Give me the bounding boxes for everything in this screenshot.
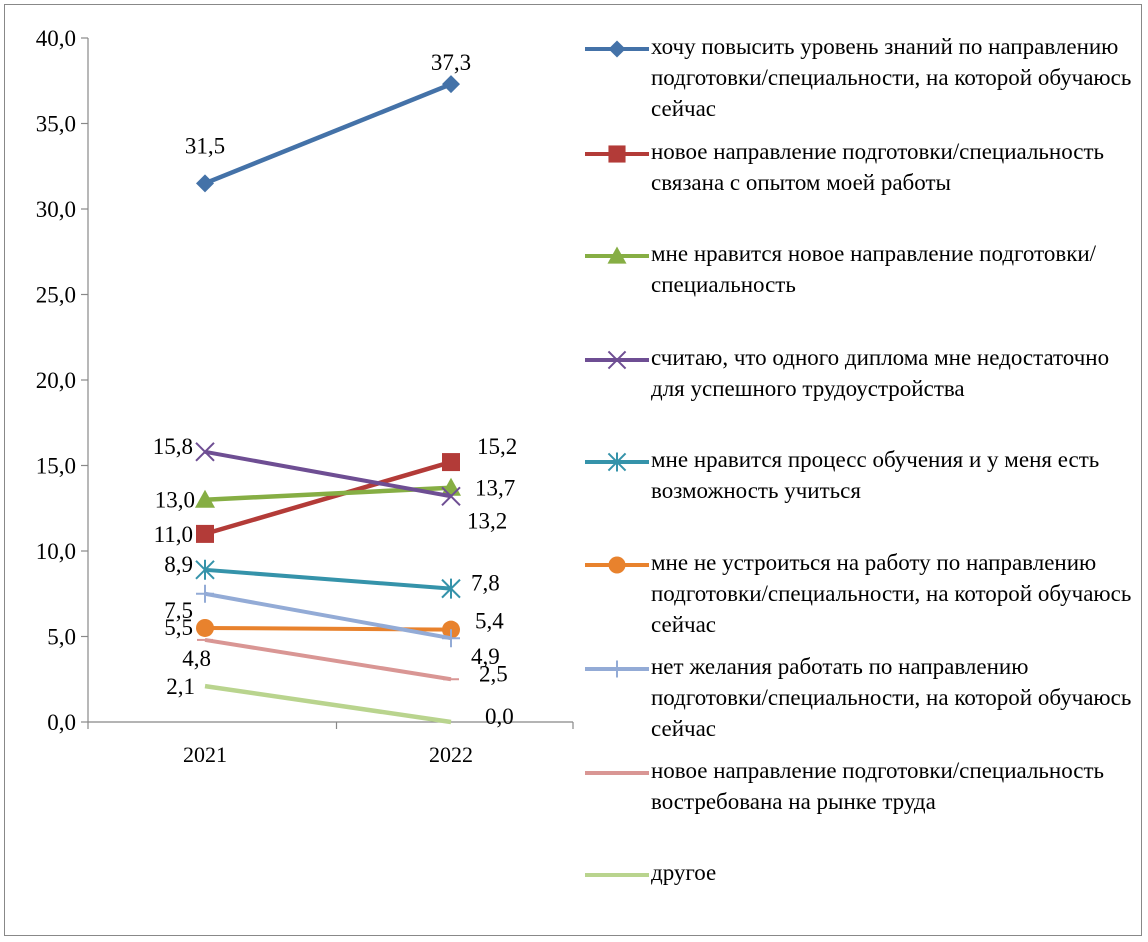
data-label: 15,8: [153, 434, 193, 459]
point-marker: [442, 75, 460, 94]
series-group: 15,8 13,2: [153, 434, 508, 533]
point-marker: [195, 489, 215, 508]
legend-marker-x-icon: [585, 350, 649, 370]
point-marker: [441, 486, 461, 506]
data-label: 7,8: [471, 571, 500, 596]
data-label: 4,9: [471, 644, 500, 669]
y-tick-label: 10,0: [36, 539, 76, 564]
data-label: 13,0: [155, 488, 195, 513]
data-label: 31,5: [185, 133, 225, 158]
legend-marker-triangle-icon: [585, 246, 649, 264]
data-label: 2,1: [166, 674, 195, 699]
legend-label: считаю, что одного диплома мне недостато…: [651, 345, 1110, 401]
y-tick-label: 40,0: [36, 26, 76, 51]
series-line: [204, 637, 452, 682]
y-tick-label: 35,0: [36, 112, 76, 137]
legend-item-like-new-field: мне нравится новое направление подготовк…: [583, 241, 1141, 300]
series-line: [204, 82, 452, 186]
data-label: 13,7: [475, 476, 515, 501]
legend-item-other: другое: [583, 860, 1141, 888]
legend-item-one-diploma: считаю, что одного диплома мне недостато…: [583, 345, 1141, 404]
legend-label: нет желания работать по направлению подг…: [651, 654, 1132, 741]
point-marker: [608, 660, 626, 678]
y-tick-label: 5,0: [47, 625, 76, 650]
point-marker: [607, 452, 627, 472]
legend-label: мне нравится новое направление подготовк…: [651, 241, 1097, 297]
y-tick-label: 15,0: [36, 454, 76, 479]
series-line: [204, 625, 452, 632]
series-line: [204, 683, 452, 725]
data-label: 15,2: [477, 434, 517, 459]
series-group: 13,0 13,7: [155, 476, 516, 513]
data-label: 5,4: [475, 609, 504, 634]
legend-marker-dash-icon: [585, 771, 649, 775]
point-marker: [196, 524, 214, 543]
legend-item-in-demand: новое направление подготовки/специальнос…: [583, 758, 1141, 817]
series-line: [204, 591, 452, 641]
point-marker: [608, 145, 626, 163]
data-label: 8,9: [164, 552, 193, 577]
y-tick-label: 0,0: [47, 710, 76, 735]
legend-marker-asterisk-icon: [585, 452, 649, 472]
data-label: 13,2: [467, 508, 507, 533]
point-marker: [608, 556, 626, 574]
legend-item-like-learning: мне нравится процесс обучения и у меня е…: [583, 447, 1141, 506]
legend-label: другое: [651, 860, 717, 885]
point-marker: [195, 559, 215, 580]
legend-item-cannot-get-job: мне не устроиться на работу по направлен…: [583, 550, 1141, 640]
series-group: 8,9 7,8: [164, 552, 500, 599]
legend-marker-plus-icon: [585, 660, 649, 678]
point-marker: [607, 350, 627, 370]
legend-marker-diamond-icon: [585, 40, 649, 58]
legend-label: новое направление подготовки/специальнос…: [651, 758, 1105, 814]
y-tick-label: 25,0: [36, 283, 76, 308]
data-label: 0,0: [485, 704, 514, 729]
data-label: 11,0: [154, 522, 193, 547]
point-marker: [196, 174, 214, 193]
legend-marker-square-icon: [585, 145, 649, 163]
data-label: 5,5: [164, 615, 193, 640]
legend-label: новое направление подготовки/специальнос…: [651, 139, 1105, 195]
data-label: 4,8: [182, 646, 211, 671]
point-marker: [441, 578, 461, 599]
line-chart: 0,0 5,0 10,0 15,0 20,0 25,0 30,0 35,0 40,0 2021 20…: [36, 26, 574, 767]
x-tick-label: 2022: [429, 742, 473, 767]
legend-label: мне не устроиться на работу по направлен…: [651, 550, 1132, 637]
x-tick-label: 2021: [183, 742, 227, 767]
legend-label: хочу повысить уровень знаний по направле…: [651, 34, 1132, 121]
y-tick-label: 30,0: [36, 197, 76, 222]
series-group: 7,5 4,9: [164, 584, 500, 669]
series-line: [204, 567, 452, 591]
series-group: 11,0 15,2: [154, 434, 518, 547]
y-tick-label: 20,0: [36, 368, 76, 393]
legend-item-work-experience: новое направление подготовки/специальнос…: [583, 139, 1141, 198]
legend-marker-circle-icon: [585, 556, 649, 574]
chart-frame: 0,0 5,0 10,0 15,0 20,0 25,0 30,0 35,0 40,0 2021 20…: [4, 4, 1142, 936]
series-line: [204, 459, 452, 537]
point-marker: [195, 442, 215, 462]
point-marker: [442, 629, 460, 648]
series-group: 31,5 37,3: [185, 50, 471, 193]
data-label: 37,3: [431, 50, 471, 75]
point-marker: [442, 453, 460, 472]
legend-item-improve-knowledge: хочу повысить уровень знаний по направле…: [583, 34, 1141, 124]
data-label: 7,5: [164, 598, 193, 623]
series-group: 5,5 5,4: [164, 609, 504, 640]
point-marker: [608, 40, 626, 58]
series-group: 2,1 0,0: [166, 674, 514, 729]
legend-label: мне нравится процесс обучения и у меня е…: [651, 447, 1100, 503]
legend-marker-line-icon: [585, 873, 649, 877]
data-label: 2,5: [479, 661, 508, 686]
point-marker: [607, 246, 627, 264]
legend-item-no-desire: нет желания работать по направлению подг…: [583, 654, 1141, 744]
point-marker: [196, 618, 214, 637]
series-group: 4,8 2,5: [182, 637, 508, 686]
point-marker: [196, 584, 214, 603]
series-line: [204, 449, 452, 499]
